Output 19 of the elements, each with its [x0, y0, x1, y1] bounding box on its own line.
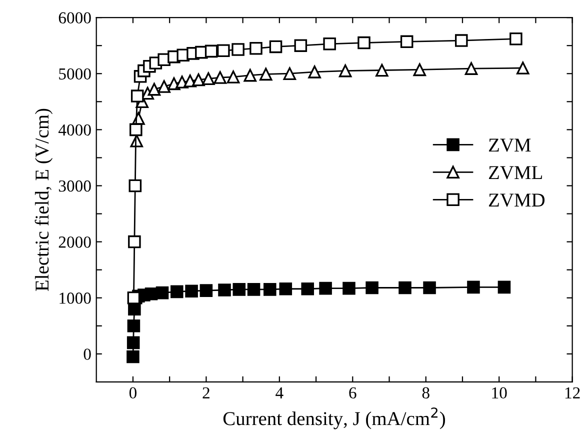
- x-tick-label: 0: [129, 387, 137, 399]
- y-tick-label: 5000: [59, 68, 91, 80]
- x-tick-label: 6: [349, 387, 356, 399]
- y-tick-label: 6000: [58, 12, 91, 24]
- x-tick-label: 2: [202, 387, 210, 398]
- x-axis-title: Current density, J (mA/cm$^{2}$): [223, 407, 446, 430]
- y-tick-label: 2000: [58, 236, 91, 248]
- legend-label: ZVML: [488, 166, 542, 180]
- x-tick-label: 8: [422, 387, 430, 399]
- y-tick-label: 0: [84, 348, 91, 360]
- y-axis-title: Electric field, E (V/cm): [34, 108, 53, 291]
- legend-label: ZVM: [488, 138, 531, 152]
- y-tick-label: 4000: [58, 124, 91, 136]
- y-tick-label: 3000: [58, 180, 91, 192]
- x-tick-label: 12: [565, 387, 580, 398]
- x-tick-label: 4: [276, 387, 284, 398]
- legend-label: ZVMD: [488, 194, 545, 207]
- x-tick-label: 10: [492, 387, 507, 399]
- y-tick-label: 1000: [60, 292, 91, 304]
